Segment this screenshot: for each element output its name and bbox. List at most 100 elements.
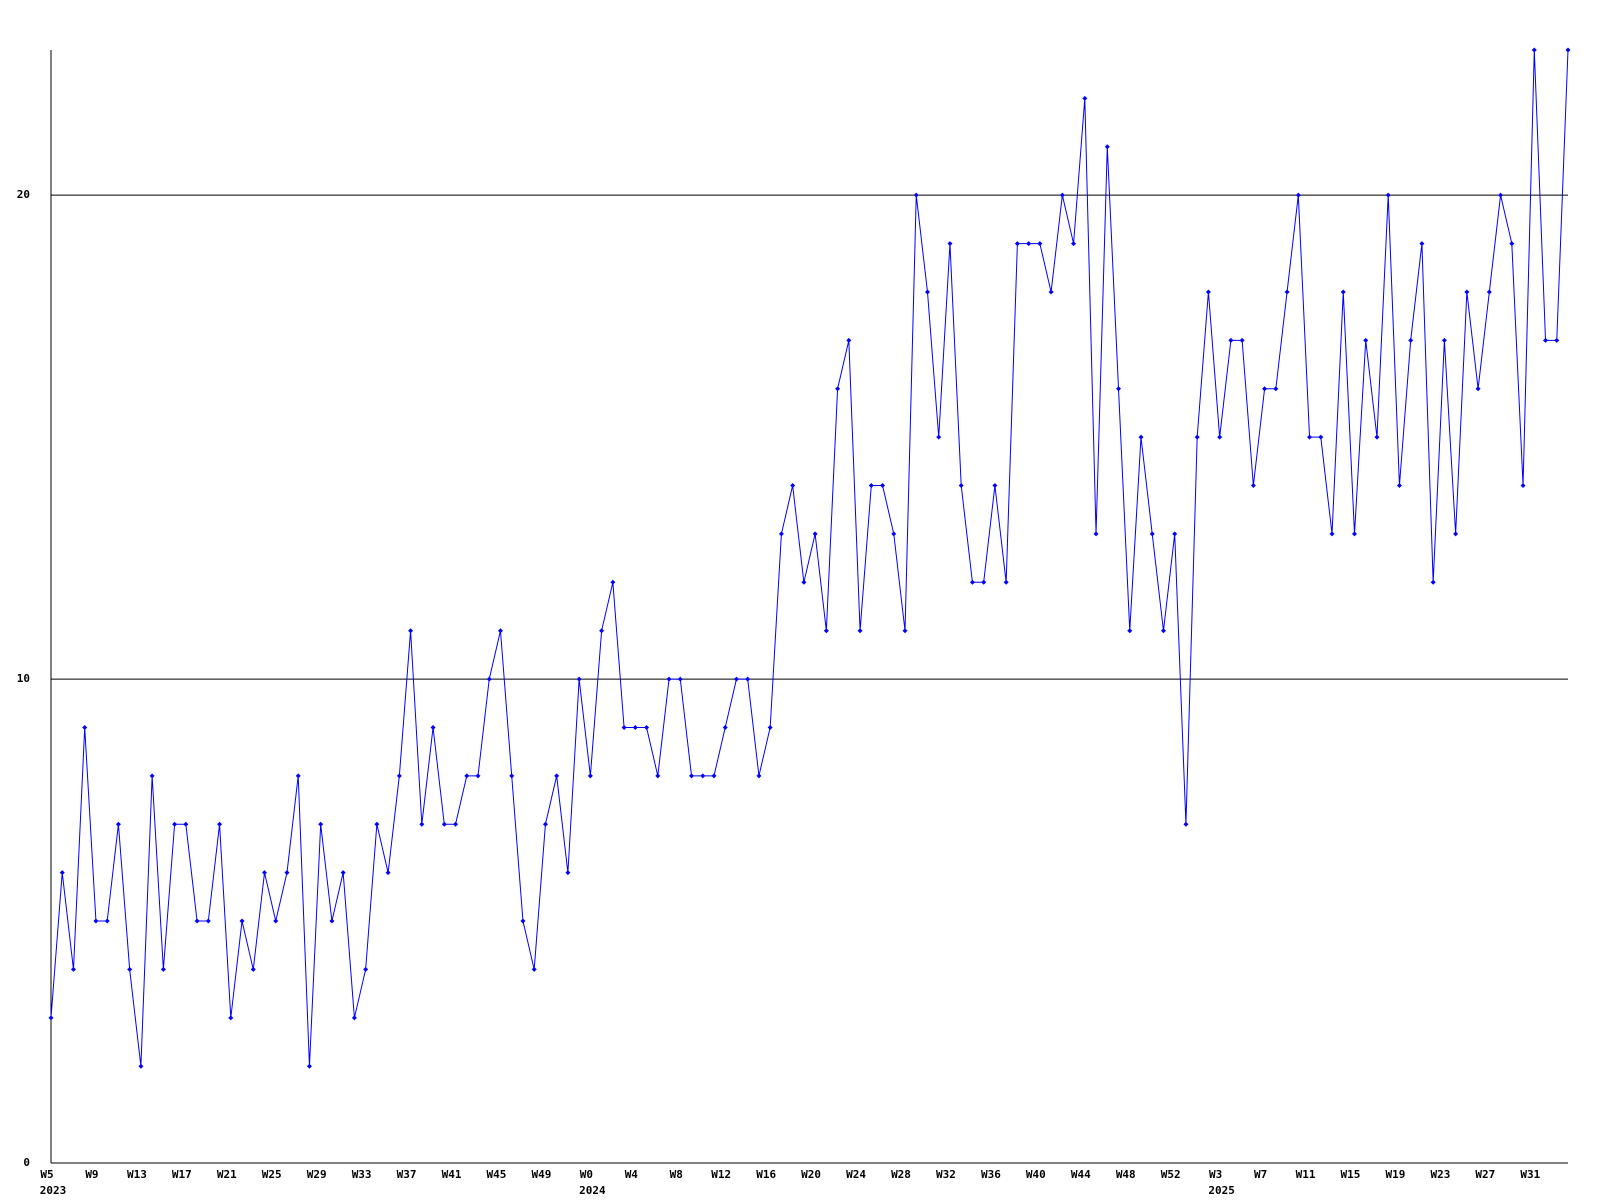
data-point: [981, 579, 987, 585]
data-point: [891, 531, 897, 537]
data-point: [801, 579, 807, 585]
data-point: [812, 531, 818, 537]
x-tick-label: W13: [127, 1168, 147, 1181]
x-tick-label: W28: [891, 1168, 911, 1181]
data-point: [655, 773, 661, 779]
data-point: [958, 483, 964, 489]
data-point: [1127, 628, 1133, 634]
data-point: [149, 773, 155, 779]
data-point: [1194, 434, 1200, 440]
data-point: [1475, 386, 1481, 392]
data-point: [1239, 337, 1245, 343]
data-point: [441, 821, 447, 827]
x-tick-label: W11: [1296, 1168, 1316, 1181]
x-tick-label: W20: [801, 1168, 821, 1181]
data-point: [1082, 95, 1088, 101]
data-point: [430, 724, 436, 730]
data-point: [1149, 531, 1155, 537]
data-point: [1531, 47, 1537, 53]
data-point: [475, 773, 481, 779]
data-point: [1385, 192, 1391, 198]
data-point: [936, 434, 942, 440]
data-point: [1138, 434, 1144, 440]
data-point: [374, 821, 380, 827]
y-tick-label: 20: [17, 188, 30, 201]
data-point: [59, 870, 65, 876]
data-point: [700, 773, 706, 779]
data-point: [419, 821, 425, 827]
data-point: [1262, 386, 1268, 392]
x-tick-label: W21: [217, 1168, 237, 1181]
data-point: [1273, 386, 1279, 392]
x-tick-label: W48: [1116, 1168, 1136, 1181]
x-tick-label: W44: [1071, 1168, 1091, 1181]
data-point: [1329, 531, 1335, 537]
data-point: [250, 966, 256, 972]
data-point: [1340, 289, 1346, 295]
data-point: [172, 821, 178, 827]
data-point: [340, 870, 346, 876]
data-point: [1464, 289, 1470, 295]
data-point: [666, 676, 672, 682]
data-point: [1441, 337, 1447, 343]
data-point: [677, 676, 683, 682]
x-tick-label: W12: [711, 1168, 731, 1181]
x-tick-label: W31: [1520, 1168, 1540, 1181]
data-point: [733, 676, 739, 682]
x-tick-label: W3: [1209, 1168, 1222, 1181]
data-point: [396, 773, 402, 779]
data-point: [82, 724, 88, 730]
data-point: [790, 483, 796, 489]
data-point: [1554, 337, 1560, 343]
data-point: [1419, 241, 1425, 247]
x-tick-label: W23: [1430, 1168, 1450, 1181]
data-point: [262, 870, 268, 876]
data-point: [621, 724, 627, 730]
data-point: [992, 483, 998, 489]
data-point: [183, 821, 189, 827]
data-point: [1059, 192, 1065, 198]
data-point: [1543, 337, 1549, 343]
x-tick-label: W0: [580, 1168, 593, 1181]
data-point: [70, 966, 76, 972]
data-point: [509, 773, 515, 779]
data-point: [880, 483, 886, 489]
x-tick-label: W45: [487, 1168, 507, 1181]
data-point: [1205, 289, 1211, 295]
data-point: [486, 676, 492, 682]
data-point: [520, 918, 526, 924]
x-tick-label: W25: [262, 1168, 282, 1181]
x-tick-label: W19: [1386, 1168, 1406, 1181]
x-tick-label: W41: [442, 1168, 462, 1181]
data-point: [1453, 531, 1459, 537]
data-point: [610, 579, 616, 585]
data-point: [913, 192, 919, 198]
data-point: [104, 918, 110, 924]
x-tick-label: W37: [397, 1168, 417, 1181]
data-point: [385, 870, 391, 876]
x-tick-label: W32: [936, 1168, 956, 1181]
data-point: [284, 870, 290, 876]
data-point: [273, 918, 279, 924]
data-point: [1093, 531, 1099, 537]
data-point: [576, 676, 582, 682]
x-tick-label: W4: [625, 1168, 639, 1181]
data-point: [587, 773, 593, 779]
x-year-label: 2023: [40, 1184, 67, 1197]
data-point: [767, 724, 773, 730]
data-point: [689, 773, 695, 779]
data-point: [554, 773, 560, 779]
data-point: [1217, 434, 1223, 440]
x-tick-label: W17: [172, 1168, 192, 1181]
data-point: [239, 918, 245, 924]
data-point: [93, 918, 99, 924]
x-tick-label: W29: [307, 1168, 327, 1181]
data-point: [1363, 337, 1369, 343]
data-point: [127, 966, 133, 972]
data-point: [1408, 337, 1414, 343]
data-point: [228, 1015, 234, 1021]
x-tick-label: W40: [1026, 1168, 1046, 1181]
data-point: [846, 337, 852, 343]
data-point: [823, 628, 829, 634]
